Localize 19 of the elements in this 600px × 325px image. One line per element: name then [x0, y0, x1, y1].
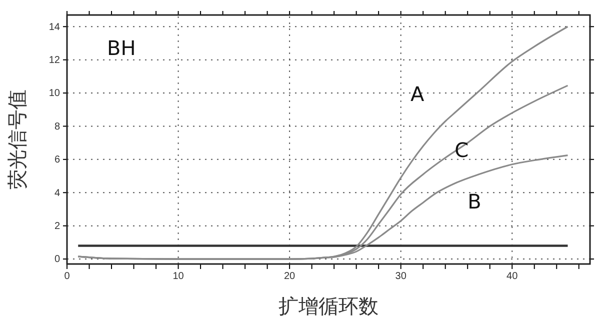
y-tick-label: 10	[48, 88, 60, 100]
y-tick-label: 8	[54, 121, 60, 132]
y-tick-label: 0	[54, 254, 60, 266]
x-tick-label: 20	[284, 271, 296, 282]
y-tick-label: 2	[54, 221, 60, 232]
annotation: BH	[107, 36, 136, 60]
x-tick-label: 30	[395, 271, 407, 282]
series-label: B	[468, 190, 482, 214]
x-tick-label: 40	[506, 271, 518, 282]
series-label: A	[410, 82, 424, 106]
y-axis-title: 荧光信号值	[5, 90, 29, 190]
x-tick-label: 0	[64, 271, 70, 282]
y-tick-label: 4	[54, 188, 60, 199]
y-tick-label: 12	[48, 55, 60, 66]
y-tick-label: 6	[54, 154, 60, 166]
series-label: C	[454, 138, 469, 162]
y-tick-label: 14	[48, 22, 60, 33]
x-tick-label: 10	[172, 271, 184, 282]
x-axis-title: 扩增循环数	[278, 294, 378, 318]
